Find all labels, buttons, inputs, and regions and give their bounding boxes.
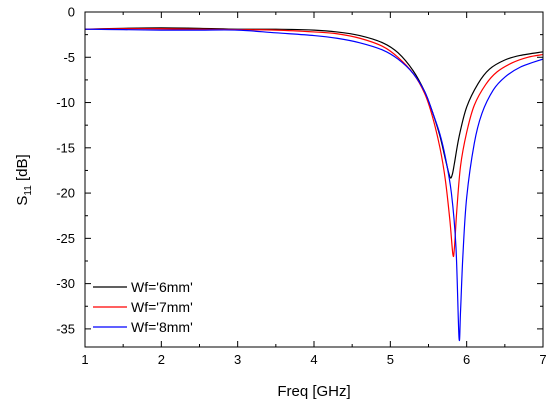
- series-line-3: [84, 28, 544, 341]
- legend-label-wf-6mm: Wf='6mm': [131, 279, 193, 295]
- y-tick-label: -30: [56, 276, 75, 291]
- x-tick-label: 1: [81, 352, 88, 367]
- legend-label-wf-7mm: Wf='7mm': [131, 299, 193, 315]
- x-tick-label: 5: [387, 352, 394, 367]
- y-axis-title-unit: [dB]: [14, 154, 31, 185]
- legend-label-wf-8mm: Wf='8mm': [131, 319, 193, 335]
- y-tick-label: -25: [56, 231, 75, 246]
- x-tick-label: 7: [539, 352, 546, 367]
- y-tick-label: -35: [56, 321, 75, 336]
- series-layer: [84, 27, 544, 341]
- x-tick-label: 6: [463, 352, 470, 367]
- y-axis-title-main: S: [14, 196, 31, 206]
- y-axis-title: S11 [dB]: [14, 154, 34, 205]
- x-tick-label: 2: [158, 352, 165, 367]
- y-tick-label: -20: [56, 186, 75, 201]
- x-tick-label: 4: [310, 352, 317, 367]
- x-tick-label: 3: [234, 352, 241, 367]
- y-tick-label: -15: [56, 140, 75, 155]
- ticks-layer: 1 2 3 4 5 6 7 0 -5 -10 -15 -20 -25 -30 -35: [56, 5, 546, 368]
- y-tick-label: 0: [68, 5, 75, 20]
- series-line-2: [84, 28, 544, 258]
- y-tick-label: -5: [63, 50, 75, 65]
- x-axis-title: Freq [GHz]: [277, 383, 350, 400]
- y-tick-label: -10: [56, 95, 75, 110]
- legend: Wf='6mm' Wf='7mm' Wf='8mm': [93, 279, 193, 335]
- y-axis-title-subscript: 11: [23, 185, 34, 196]
